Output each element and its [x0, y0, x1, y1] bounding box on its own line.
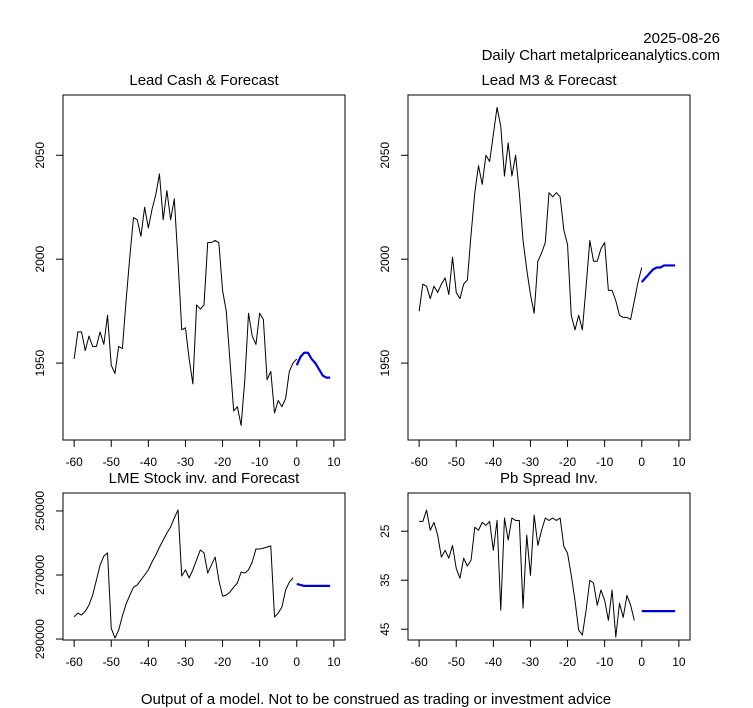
y-tick-label: 35	[378, 573, 392, 587]
x-tick-label: 0	[293, 655, 300, 669]
y-tick-label: 2000	[378, 246, 392, 273]
panel: Pb Spread Inv. -60 -50 -40 -30 -20 -10 0 10 25 35 4…	[378, 470, 691, 669]
x-tick-label: -50	[448, 655, 466, 669]
x-tick-label: -40	[140, 455, 158, 469]
panel-title: Lead Cash & Forecast	[129, 72, 279, 89]
x-tick-label: -40	[140, 655, 158, 669]
chart-source: Daily Chart metalpriceanalytics.com	[482, 47, 720, 64]
series-line	[640, 264, 676, 283]
x-tick-label: -50	[448, 455, 466, 469]
plot-frame	[407, 492, 691, 641]
x-tick-label: -20	[559, 655, 577, 669]
x-tick-label: 0	[293, 455, 300, 469]
plot-frame	[62, 492, 346, 641]
x-tick-label: -10	[596, 455, 614, 469]
y-tick-label: 45	[378, 622, 392, 636]
series-line	[418, 106, 643, 331]
panel: Lead Cash & Forecast -60 -50 -40 -30 -20 -10 0 1…	[33, 72, 346, 469]
x-tick-label: -60	[410, 655, 428, 669]
x-tick-label: -50	[103, 655, 121, 669]
x-tick-label: -40	[485, 455, 503, 469]
y-tick-label: 2050	[378, 142, 392, 169]
x-tick-label: 10	[672, 655, 686, 669]
series-line	[73, 509, 294, 639]
x-tick-label: 10	[327, 655, 341, 669]
chart-date: 2025-08-26	[643, 30, 720, 47]
panel-title: Lead M3 & Forecast	[481, 72, 617, 89]
x-tick-label: -10	[251, 455, 269, 469]
x-tick-label: -50	[103, 455, 121, 469]
x-tick-label: -10	[251, 655, 269, 669]
x-tick-label: 10	[672, 455, 686, 469]
x-tick-label: -60	[65, 455, 83, 469]
series-line	[73, 173, 298, 426]
x-tick-label: -30	[522, 455, 540, 469]
series-line	[295, 351, 331, 379]
x-tick-label: -20	[214, 655, 232, 669]
series-line	[296, 582, 331, 587]
footer-note: Output of a model. Not to be construed a…	[141, 691, 611, 708]
x-tick-label: -30	[177, 455, 195, 469]
series-line	[419, 509, 635, 638]
plot-frame	[62, 94, 346, 441]
y-tick-label: 1950	[33, 349, 47, 376]
x-tick-label: -20	[559, 455, 577, 469]
x-tick-label: -30	[177, 655, 195, 669]
panel-title: Pb Spread Inv.	[500, 470, 598, 487]
x-tick-label: -10	[596, 655, 614, 669]
panel: LME Stock inv. and Forecast -60 -50 -40 -30 -…	[33, 470, 346, 669]
y-tick-label: 1950	[378, 349, 392, 376]
y-tick-label: 2050	[33, 142, 47, 169]
y-tick-label: 290000	[33, 619, 47, 659]
plot-frame	[407, 94, 691, 441]
panel-title: LME Stock inv. and Forecast	[109, 470, 300, 487]
x-tick-label: -60	[65, 655, 83, 669]
x-tick-label: -40	[485, 655, 503, 669]
x-tick-label: -30	[522, 655, 540, 669]
x-tick-label: -20	[214, 455, 232, 469]
y-tick-label: 250000	[33, 491, 47, 531]
x-tick-label: -60	[410, 455, 428, 469]
x-tick-label: 0	[638, 455, 645, 469]
x-tick-label: 0	[638, 655, 645, 669]
y-tick-label: 25	[378, 524, 392, 538]
y-tick-label: 270000	[33, 555, 47, 595]
x-tick-label: 10	[327, 455, 341, 469]
panel: Lead M3 & Forecast -60 -50 -40 -30 -20 -10 0 10 1…	[378, 72, 691, 469]
y-tick-label: 2000	[33, 246, 47, 273]
